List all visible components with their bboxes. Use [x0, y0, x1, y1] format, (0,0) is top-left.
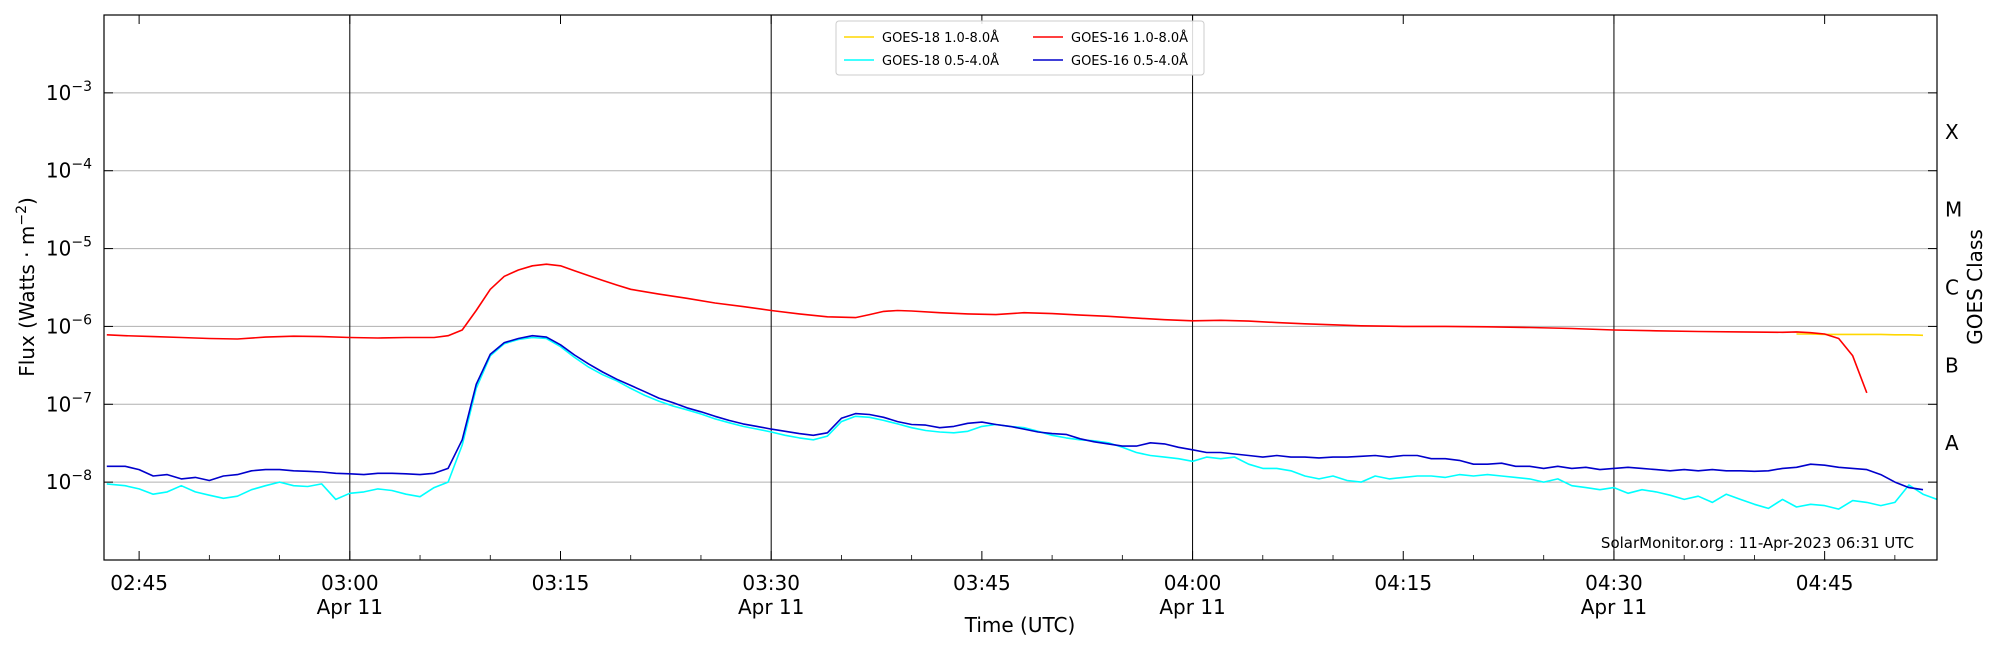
x-axis-title: Time (UTC) — [964, 613, 1076, 637]
y-tick-label-1: 10−7 — [46, 390, 92, 416]
goes-class-x: X — [1945, 120, 1959, 144]
x-tick-label-5: 04:00 — [1164, 571, 1222, 595]
goes-class-m: M — [1945, 198, 1962, 222]
legend-label-3: GOES-16 0.5-4.0Å — [1071, 53, 1188, 69]
x-tick-label-4: 03:45 — [953, 571, 1011, 595]
goes-class-c: C — [1945, 276, 1959, 300]
x-tick-label-3: 03:30 — [742, 571, 800, 595]
x-tick-label-7: 04:30 — [1585, 571, 1643, 595]
y-tick-label-2: 10−6 — [46, 312, 92, 338]
x-tick-label-8: 04:45 — [1796, 571, 1854, 595]
goes-class-b: B — [1945, 353, 1959, 377]
y-tick-label-4: 10−4 — [46, 157, 92, 183]
x-tick-date-5: Apr 11 — [1159, 595, 1225, 619]
y-tick-label-5: 10−3 — [46, 79, 92, 105]
x-tick-date-1: Apr 11 — [317, 595, 383, 619]
gridlines — [104, 92, 1937, 483]
legend-label-2: GOES-16 1.0-8.0Å — [1071, 30, 1188, 46]
source-annotation: SolarMonitor.org : 11-Apr-2023 06:31 UTC — [1601, 534, 1914, 552]
series-line-1 — [106, 336, 1937, 510]
y-axis-ticks: 10−8 10−7 10−6 10−5 10−4 10−3 — [46, 79, 1937, 494]
goes-class-labels: A B C M X — [1945, 120, 1962, 455]
legend: GOES-18 1.0-8.0Å GOES-18 0.5-4.0Å GOES-16 … — [835, 20, 1205, 76]
series-line-3 — [106, 334, 1924, 491]
series-line-2 — [106, 263, 1868, 394]
x-tick-label-0: 02:45 — [110, 571, 168, 595]
x-tick-date-7: Apr 11 — [1581, 595, 1647, 619]
x-tick-date-3: Apr 11 — [738, 595, 804, 619]
y-axis-title: Flux (Watts · m−2) — [14, 197, 39, 377]
legend-label-0: GOES-18 1.0-8.0Å — [882, 30, 999, 46]
x-tick-label-2: 03:15 — [532, 571, 590, 595]
series-line-0 — [1796, 333, 1924, 337]
y-tick-label-0: 10−8 — [46, 468, 92, 494]
plot-frame — [103, 14, 1938, 561]
right-axis-title: GOES Class — [1963, 229, 1987, 345]
x-tick-label-6: 04:15 — [1374, 571, 1432, 595]
x-tick-label-1: 03:00 — [321, 571, 379, 595]
goes-class-a: A — [1945, 431, 1959, 455]
series-lines — [106, 263, 1937, 510]
legend-box — [835, 20, 1205, 76]
legend-label-1: GOES-18 0.5-4.0Å — [882, 53, 999, 69]
y-tick-label-3: 10−5 — [46, 235, 92, 261]
